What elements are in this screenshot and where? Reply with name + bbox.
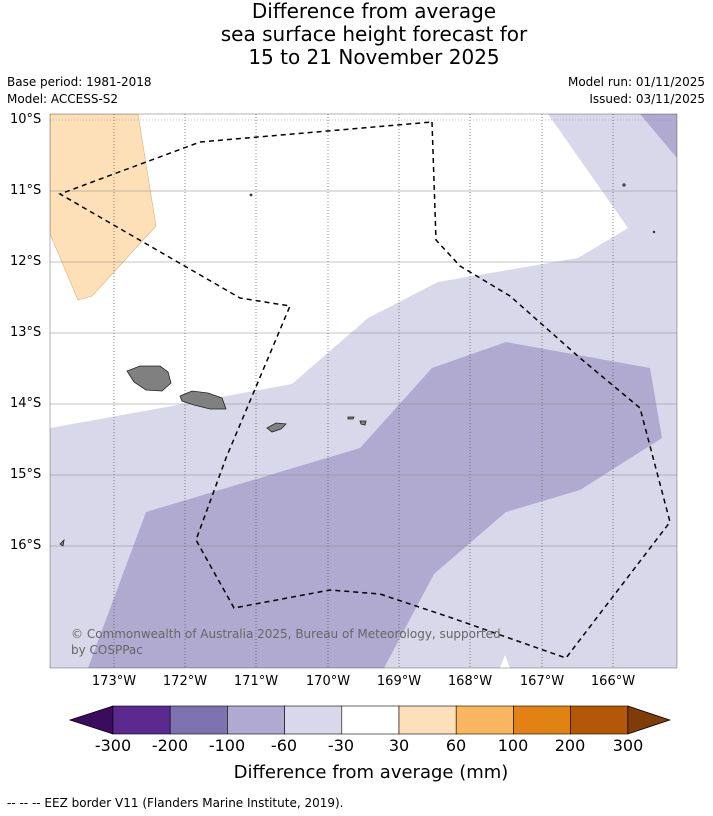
title-line-2: sea surface height forecast for [220,22,528,46]
colorbar-tick-label: -200 [151,736,189,755]
title-line-3: 15 to 21 November 2025 [248,45,500,69]
lon-label: 167°W [519,674,565,689]
colorbar-title: Difference from average (mm) [233,762,509,783]
colorbar-tick-label: 200 [554,736,586,755]
map-frame [49,113,678,669]
model-run: Model run: 01/11/2025 [567,75,705,89]
anomaly-band-neg60-100-corner [640,114,677,158]
colorbar-box [455,705,514,735]
colorbar-box [398,705,457,735]
colorbar-box [570,705,629,735]
model-name: Model: ACCESS-S2 [7,92,119,106]
colorbar-box [284,705,343,735]
lat-label: 13°S [10,325,42,340]
atoll-east-1 [622,183,626,187]
colorbar-extend-high [627,705,672,735]
tutuila-island [266,422,287,433]
colorbar-tick-label: -30 [327,736,355,755]
lat-label: 11°S [10,183,42,198]
base-period: Base period: 1981-2018 [7,75,152,89]
title-line-1: Difference from average [251,0,497,23]
meta-right: Model run: 01/11/2025 Issued: 03/11/2025 [568,74,705,108]
copyright-line-1: © Commonwealth of Australia 2025, Bureau… [71,627,501,641]
colorbar-tick-label: 30 [388,736,410,755]
anomaly-band-neg60-100 [88,342,662,668]
colorbar-tick-label: 100 [497,736,529,755]
map-field [50,114,677,668]
colorbar-box [341,705,400,735]
copyright-line-2: by COSPPac [71,643,143,657]
eez-legend: -- -- -- EEZ border V11 (Flanders Marine… [7,796,344,810]
lon-label: 166°W [590,674,636,689]
meta-left: Base period: 1981-2018 Model: ACCESS-S2 [7,74,152,108]
colorbar-box [227,705,285,735]
lon-label: 170°W [305,674,351,689]
anomaly-band-neutral [50,114,628,428]
lon-label: 171°W [233,674,279,689]
savaii-island [126,365,172,392]
ofu-olosega-island [347,416,355,420]
lon-label: 172°W [162,674,208,689]
swains-island [249,193,253,197]
colorbar-tick-label: -60 [270,736,298,755]
anomaly-notch-neutral [500,655,510,668]
upolu-island [179,390,227,410]
lat-label: 16°S [10,538,42,553]
colorbar-box [112,705,171,735]
lon-label: 173°W [91,674,137,689]
tau-island [359,420,367,426]
lat-label: 14°S [10,396,42,411]
lon-label: 168°W [447,674,493,689]
colorbar-box [169,705,228,735]
lat-label: 10°S [10,112,42,127]
eez-border [58,121,671,659]
colorbar-tick-label: 300 [612,736,644,755]
lat-label: 15°S [10,467,42,482]
samoa-islands [59,183,656,547]
lon-label: 169°W [376,674,422,689]
map-copyright: © Commonwealth of Australia 2025, Bureau… [71,626,501,658]
lat-label: 12°S [10,254,42,269]
atoll-east-2 [652,230,656,234]
issued-date: Issued: 03/11/2025 [589,92,705,106]
colorbar-box [513,705,571,735]
colorbar-tick-label: 60 [445,736,467,755]
colorbar-extend-low [68,705,114,735]
colorbar-boxes [68,705,672,735]
atoll-west [59,538,65,547]
graticule [50,114,677,668]
colorbar-tick-label: -100 [208,736,246,755]
map-title: Difference from average sea surface heig… [0,0,713,69]
anomaly-band-pos30-60 [50,114,157,301]
colorbar-tick-label: -300 [94,736,132,755]
